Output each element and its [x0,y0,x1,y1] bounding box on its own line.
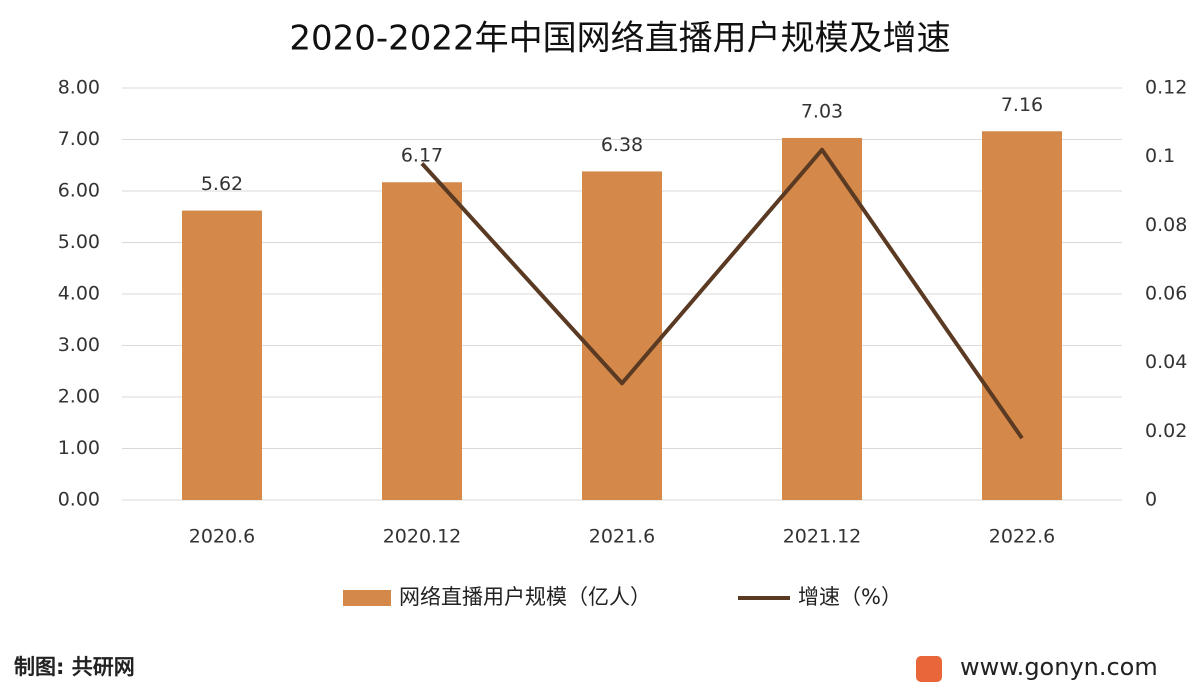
bar [982,131,1062,500]
data-label: 5.62 [201,173,243,195]
bar [582,171,662,500]
data-label: 6.38 [601,134,643,156]
website: www.gonyn.com [960,653,1158,681]
bar [182,210,262,500]
x-tick-label: 2020.6 [189,526,255,548]
bar [782,137,862,500]
y2-tick-label: 0.1 [1145,145,1175,167]
y-tick-label: 2.00 [58,386,100,408]
y-tick-label: 1.00 [58,437,100,459]
logo [916,656,942,682]
x-tick-label: 2021.12 [783,526,862,548]
x-tick-label: 2021.6 [589,526,655,548]
source: 制图: 共研网 [14,655,135,679]
y-tick-label: 5.00 [58,231,100,253]
line [420,147,1024,440]
y2-tick-label: 0.08 [1145,214,1187,236]
data-label: 7.03 [801,100,843,122]
legend-label: 增速（%） [798,585,902,609]
data-label: 6.17 [401,145,443,167]
y2-tick-label: 0.06 [1145,283,1187,305]
legend-label: 网络直播用户规模（亿人） [399,585,651,609]
legend-swatch [343,590,391,606]
y2-tick-label: 0.02 [1145,420,1187,442]
chart-title: 2020-2022年中国网络直播用户规模及增速 [289,19,950,59]
bar [382,182,462,500]
y2-tick-label: 0.12 [1145,77,1187,99]
y-tick-label: 8.00 [58,77,100,99]
y2-tick-label: 0 [1145,489,1157,511]
y-tick-label: 6.00 [58,180,100,202]
y-tick-label: 7.00 [58,128,100,150]
y-tick-label: 4.00 [58,283,100,305]
y-tick-label: 3.00 [58,334,100,356]
x-tick-label: 2020.12 [383,526,462,548]
x-tick-label: 2022.6 [989,526,1055,548]
y-tick-label: 0.00 [58,489,100,511]
y2-tick-label: 0.04 [1145,351,1187,373]
data-label: 7.16 [1001,94,1043,116]
